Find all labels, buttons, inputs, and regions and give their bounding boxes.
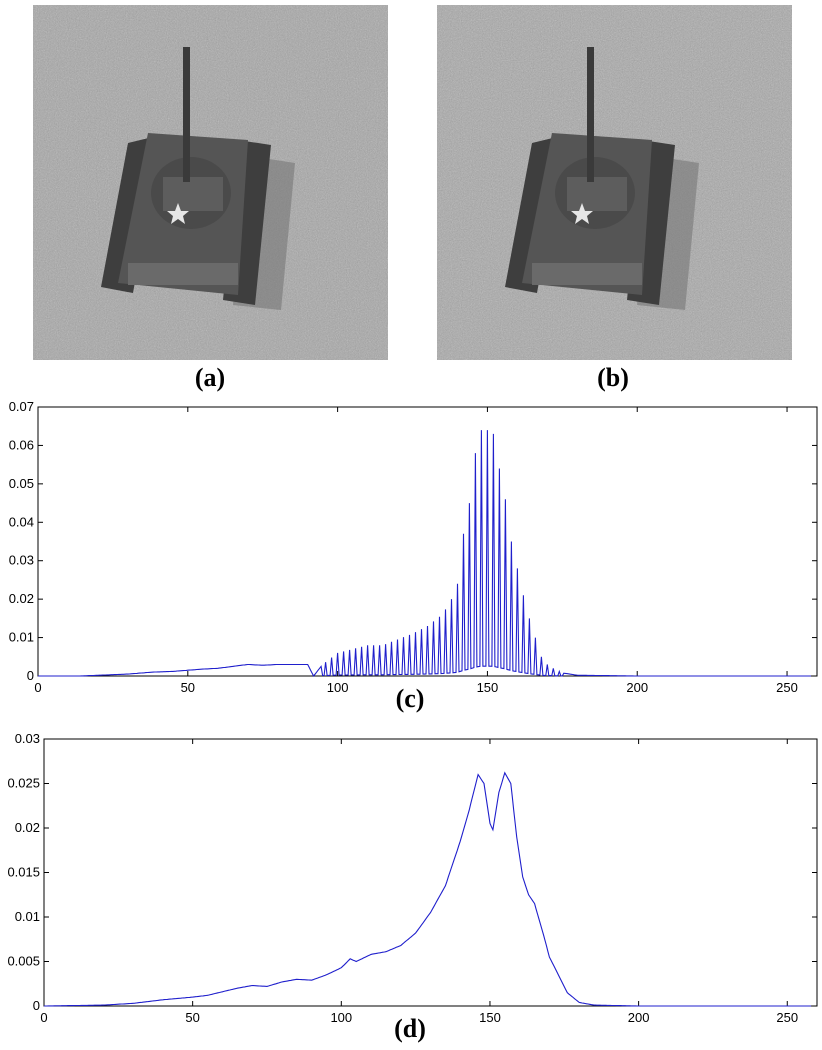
x-tick-label: 0 — [40, 1010, 47, 1025]
y-tick-label: 0 — [33, 998, 40, 1013]
histogram-plot-c: 0 50 100 150 200 250 0 0.01 0.02 0.03 0.04 0.05 0.06… — [9, 400, 818, 695]
y-tick-label: 0.06 — [9, 437, 34, 452]
x-tick-label: 250 — [776, 680, 798, 695]
histogram-plot-d: 0 50 100 150 200 250 0 0.005 0.01 0.015 0.02 0.025 0… — [7, 731, 818, 1025]
tank-image-b — [437, 5, 792, 360]
x-tick-label: 200 — [628, 1010, 650, 1025]
x-tick-label: 100 — [327, 680, 349, 695]
y-tick-label: 0.005 — [7, 954, 40, 969]
tank-image-a — [33, 5, 388, 360]
x-tick-label: 50 — [185, 1010, 199, 1025]
caption-a: (a) — [194, 363, 226, 392]
y-tick-label: 0.01 — [15, 909, 40, 924]
y-tick-label: 0.015 — [7, 865, 40, 880]
y-tick-label: 0.03 — [15, 731, 40, 746]
x-tick-label: 150 — [477, 680, 499, 695]
x-tick-label: 0 — [34, 680, 41, 695]
series-line — [38, 430, 811, 678]
caption-d: (d) — [394, 1014, 426, 1043]
photo-a — [33, 5, 388, 360]
x-tick-label: 150 — [479, 1010, 501, 1025]
x-tick-label: 250 — [776, 1010, 798, 1025]
photo-b — [437, 5, 792, 360]
caption-b: (b) — [597, 363, 629, 392]
caption-c: (c) — [395, 684, 425, 713]
y-tick-label: 0.04 — [9, 514, 34, 529]
y-tick-label: 0.01 — [9, 630, 34, 645]
series-line — [44, 771, 812, 1007]
y-tick-label: 0.03 — [9, 553, 34, 568]
x-tick-label: 50 — [181, 680, 195, 695]
plot-frame — [43, 738, 818, 1007]
y-tick-label: 0.05 — [9, 476, 34, 491]
y-tick-label: 0.025 — [7, 776, 40, 791]
y-tick-label: 0.02 — [15, 820, 40, 835]
x-tick-label: 200 — [626, 680, 648, 695]
x-tick-label: 100 — [330, 1010, 352, 1025]
y-tick-label: 0 — [27, 668, 34, 683]
y-tick-label: 0.07 — [9, 400, 34, 414]
y-tick-label: 0.02 — [9, 591, 34, 606]
